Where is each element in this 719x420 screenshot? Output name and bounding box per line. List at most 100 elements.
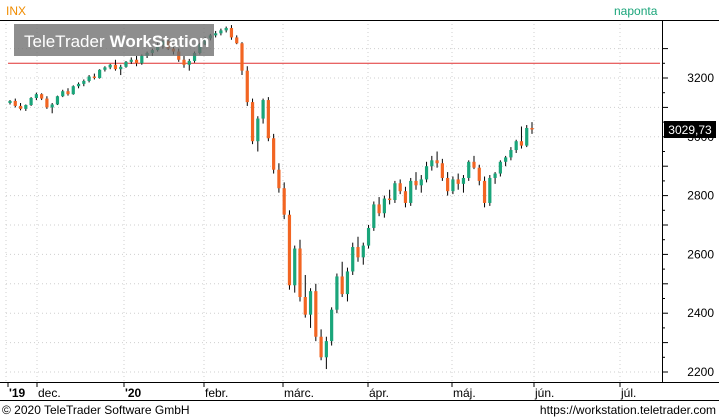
candle [214, 30, 218, 38]
y-tick-label: 2400 [687, 306, 714, 320]
candle [108, 63, 112, 70]
candle-body-down [482, 180, 487, 203]
candle [446, 172, 450, 196]
x-tick-label: febr. [205, 386, 228, 400]
candle [403, 186, 408, 208]
candle [366, 225, 371, 249]
candle [504, 155, 508, 167]
candle [187, 58, 191, 71]
candle-body-down [472, 161, 476, 168]
candle [66, 88, 70, 96]
candle-body-down [282, 188, 286, 215]
candle-body-up [424, 166, 429, 180]
candle [219, 28, 223, 36]
candle-body-down [319, 336, 323, 358]
grid-lines [5, 20, 662, 381]
candle [124, 60, 128, 68]
candle-body-up [34, 94, 38, 98]
candle-body-up [393, 183, 397, 201]
candle [298, 239, 302, 302]
last-price-background [664, 121, 716, 138]
candle-body-down [414, 180, 418, 186]
candle-body-up [324, 341, 328, 358]
candle-body-up [214, 33, 218, 36]
source-url-link[interactable]: https://workstation.teletrader.com [539, 403, 716, 417]
y-tick-label: 2200 [687, 365, 714, 379]
candle-body-down [388, 198, 392, 201]
candle-body-up [129, 59, 133, 62]
candle-body-down [250, 102, 255, 142]
candle-body-up [488, 177, 492, 203]
candle [34, 92, 38, 101]
candlestick-series [8, 25, 534, 370]
candle-body-up [382, 198, 386, 214]
candle [498, 160, 502, 177]
candle [493, 172, 497, 184]
candle-body-up [430, 160, 434, 167]
candle [361, 242, 365, 265]
candle-body-up [504, 157, 508, 162]
x-tick-label: dec. [38, 386, 61, 400]
candle [13, 98, 17, 108]
x-tick-label: ápr. [369, 386, 389, 400]
y-tick-label: 2600 [687, 247, 714, 261]
candle [293, 245, 297, 293]
x-tick-label: júl. [620, 386, 636, 400]
candle-body-up [140, 55, 144, 64]
candle-body-up [29, 97, 33, 106]
candle [530, 122, 534, 134]
candle-body-up [50, 104, 54, 108]
candle-body-up [71, 86, 75, 95]
candle-body-up [467, 161, 471, 178]
interval-label: naponta [614, 4, 658, 18]
candle-body-up [493, 173, 497, 178]
candle [29, 97, 33, 106]
candle-body-up [108, 64, 112, 68]
symbol-label: INX [6, 4, 26, 18]
candle-body-down [398, 183, 402, 192]
watermark-brand-bold: WorkStation [110, 32, 210, 51]
candle [414, 172, 418, 190]
candle-body-up [451, 179, 455, 192]
x-tick-label: márc. [284, 386, 314, 400]
candle-body-down [519, 141, 524, 146]
candle-body-up [293, 248, 297, 286]
candle [8, 100, 12, 105]
candle-body-up [55, 96, 60, 105]
candle-body-up [498, 161, 502, 174]
candle [488, 175, 492, 206]
candle-body-up [525, 127, 529, 146]
candle [24, 104, 28, 111]
candle [92, 73, 96, 80]
candle-body-down [440, 163, 444, 178]
candle-body-down [530, 127, 534, 130]
watermark-brand-light: TeleTrader [24, 32, 105, 51]
x-tick-label: máj. [453, 386, 476, 400]
candle [134, 55, 139, 67]
candle-body-down [340, 276, 344, 295]
candle [256, 116, 260, 152]
candle-body-up [256, 118, 260, 142]
candle-body-down [92, 76, 96, 79]
candle-body-up [372, 204, 376, 228]
candle [71, 85, 75, 95]
candle-body-down [45, 98, 49, 108]
candle [393, 180, 397, 203]
candle-body-down [18, 105, 23, 109]
candle-body-up [219, 30, 223, 34]
last-price-tag: 3029,73 [664, 121, 716, 138]
candle [372, 201, 376, 231]
candle-body-up [509, 150, 513, 158]
candle-body-up [335, 276, 339, 310]
candle [509, 147, 513, 161]
candle-body-up [330, 309, 334, 342]
candle-body-down [446, 177, 450, 192]
candle [182, 55, 186, 68]
candle [229, 25, 234, 40]
candle-body-down [235, 37, 239, 44]
candle [277, 163, 281, 193]
candle-body-down [287, 214, 292, 286]
candle [250, 98, 255, 145]
candle-body-down [356, 247, 360, 258]
x-tick-label: '20 [125, 386, 142, 400]
